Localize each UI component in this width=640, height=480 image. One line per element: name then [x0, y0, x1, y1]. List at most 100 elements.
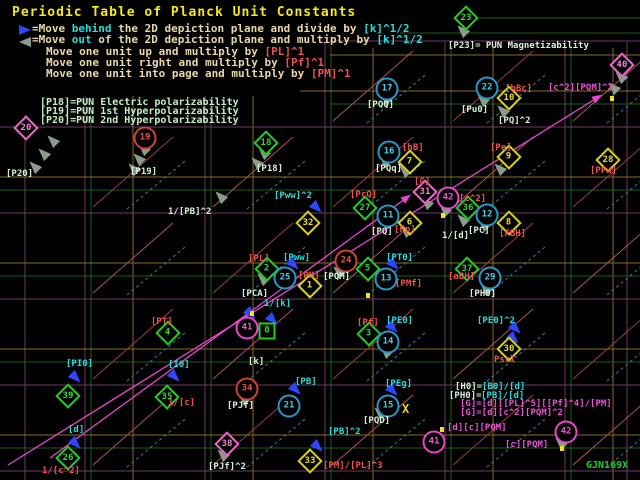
label-pi0: [PI0]	[66, 359, 94, 369]
node-number: 17	[381, 83, 393, 94]
node-number: 24	[340, 255, 352, 266]
node-number: 13	[380, 273, 392, 284]
grid-line	[126, 332, 186, 382]
node-number: 40	[616, 59, 628, 70]
label-g-d-c-2-pqm-2: [G]=[d][c^2][PQM]^2	[460, 408, 563, 418]
label-hb: [hB]	[402, 143, 424, 153]
label-c-pqm: [c][PQM]	[505, 440, 549, 450]
node-42: 42	[436, 186, 460, 210]
label-pt0: [PT0]	[386, 253, 414, 263]
node-0: 0	[258, 322, 276, 340]
node-number: 2	[264, 263, 270, 274]
label-hbc: [hBc]	[505, 84, 533, 94]
legend-text: [PM]^1	[310, 67, 351, 80]
node-number: 20	[20, 122, 32, 133]
node-11: 11	[376, 204, 400, 228]
grid-line	[486, 160, 546, 210]
label-pcq: [PcQ]	[350, 190, 378, 200]
node-number: 11	[382, 210, 394, 221]
node-number: 1	[307, 280, 313, 291]
node-number: 22	[481, 82, 493, 93]
label-1-d: 1/[d]	[442, 231, 470, 241]
node-number: 0	[264, 325, 270, 336]
label-ppw: [PPw]	[590, 166, 618, 176]
legend-text: Move one unit into page and multiply by	[46, 67, 311, 80]
grid-line	[606, 439, 640, 468]
grid-line	[126, 246, 186, 296]
node-number: 8	[506, 217, 512, 228]
label-1-pb-2: 1/[PB]^2	[168, 207, 212, 217]
node-number: 41	[428, 436, 440, 447]
label-h0: [H0]=	[455, 382, 483, 392]
grid-line	[92, 394, 174, 466]
node-21: 21	[277, 394, 301, 418]
label-pl: [PL]	[248, 254, 270, 264]
label-pscl: Pscl	[494, 355, 516, 365]
note-p18: [P18]=PUN Electric polarizability	[40, 97, 239, 108]
node-number: 32	[302, 217, 314, 228]
watermark: GJN169X	[586, 460, 629, 471]
label-pb-2: [PB]^2	[328, 427, 361, 437]
label-pqq: [PQQ]	[367, 100, 395, 110]
node-number: 30	[503, 343, 515, 354]
grid-line	[486, 418, 546, 468]
label-pca: [PCA]	[241, 289, 269, 299]
grid-line	[212, 222, 294, 294]
grid-line	[366, 332, 426, 382]
node-number: 3	[366, 328, 372, 339]
legend-line-2: =Move out of the 2D depiction plane and …	[32, 33, 423, 46]
grid-line	[606, 181, 640, 210]
node-number: 42	[442, 192, 454, 203]
node-24: 24	[334, 249, 358, 273]
marker-dot	[560, 446, 564, 451]
node-12: 12	[475, 203, 499, 227]
label-peg: [PEg]	[385, 379, 413, 389]
x-marker: X	[402, 402, 410, 416]
label-1-c: 1/[c]	[168, 398, 196, 408]
label-p23-pun-magnetizability: [P23]= PUN Magnetizability	[448, 41, 589, 51]
label-d: [d]	[68, 425, 85, 435]
grid-line	[606, 267, 640, 296]
node-number: 14	[382, 336, 394, 347]
legend-text: [k]^1/2	[363, 22, 410, 35]
label-fp: [Fp]	[394, 225, 416, 235]
grid-line	[332, 222, 414, 294]
node-number: 34	[241, 383, 253, 394]
node-22: 22	[475, 76, 499, 100]
label-pu0: [Pu0]	[461, 105, 489, 115]
label-pe0: [PE0]	[386, 316, 414, 326]
legend-text: [PL]^1	[264, 45, 305, 58]
grid-line	[126, 160, 186, 210]
label-pww: [Pww]	[283, 253, 311, 263]
node-19: 19	[133, 126, 157, 150]
node-29: 29	[478, 266, 502, 290]
legend-line-3: Move one unit up and multiply by [PL]^1	[46, 45, 304, 58]
legend-text: the 2D depiction plane and divide by	[111, 22, 364, 35]
grid-line	[92, 136, 174, 208]
label-pf: [Pf]	[357, 318, 379, 328]
legend-text: Move one unit right and multiply by	[46, 56, 285, 69]
node-number: 12	[481, 209, 493, 220]
node-number: 25	[279, 272, 291, 283]
node-15: 15	[376, 394, 400, 418]
grid-line	[572, 233, 640, 294]
node-41: 41	[422, 430, 446, 454]
label-pb-d: [PB]/[d]	[481, 391, 525, 401]
label-d-c-pqm: [d][c][PQM]	[447, 423, 507, 433]
note-p19: [P19]=PUN 1st Hyperpolarizability	[40, 106, 239, 117]
node-13: 13	[374, 267, 398, 291]
note-p20: [P20]=PUN 2nd Hyperpolarizability	[40, 115, 239, 126]
node-number: 7	[407, 156, 413, 167]
node-17: 17	[375, 77, 399, 101]
grid-line	[246, 418, 306, 468]
label-ph0: [PH0]=	[449, 391, 482, 401]
node-number: 29	[484, 272, 496, 283]
label-1-c-2: 1/[c^2]	[42, 466, 80, 476]
grid-line	[92, 308, 174, 380]
node-number: 19	[139, 132, 151, 143]
grid-line	[366, 246, 426, 296]
node-number: 27	[359, 202, 371, 213]
label-pqd: [PQD]	[363, 416, 391, 426]
node-number: 21	[283, 400, 295, 411]
marker-dot	[440, 427, 444, 432]
